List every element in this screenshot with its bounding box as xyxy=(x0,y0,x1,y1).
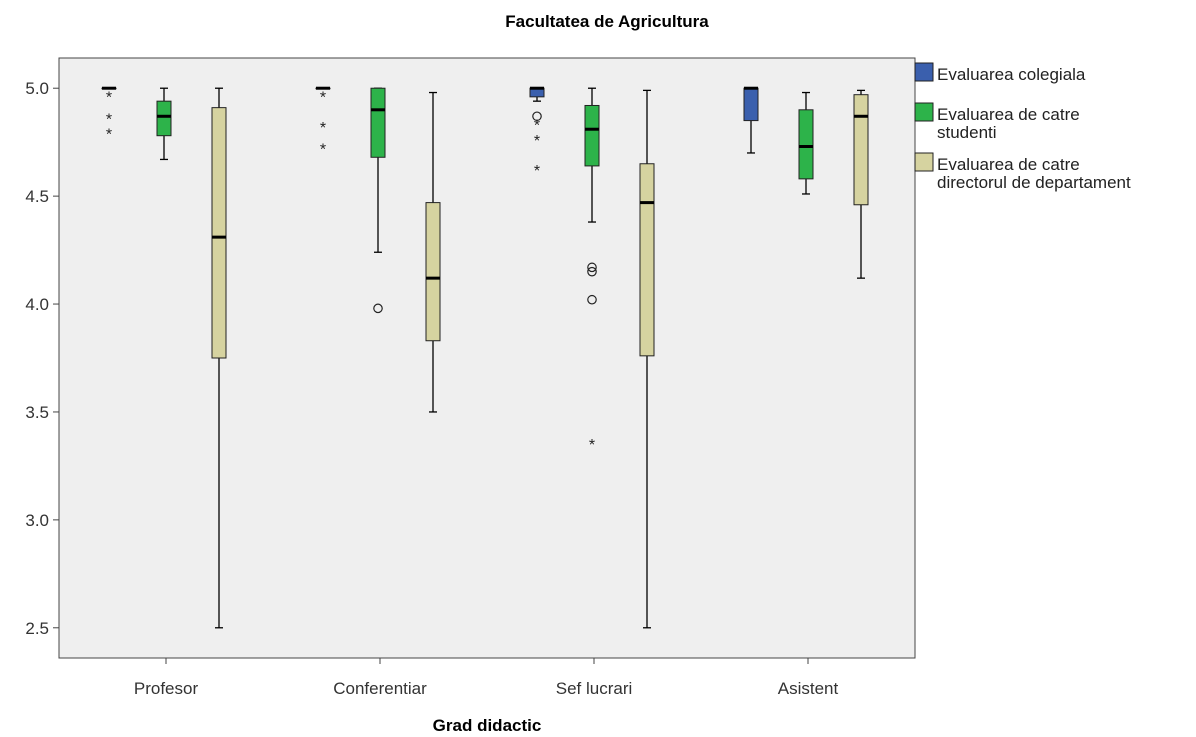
plot-background xyxy=(58,57,916,659)
box-iqr xyxy=(156,100,172,137)
legend-label: Evaluarea de catre xyxy=(937,105,1080,124)
box-0-3 xyxy=(743,86,759,154)
box-iqr xyxy=(370,87,386,158)
outlier-point xyxy=(587,294,597,305)
extreme-point: * xyxy=(320,120,326,137)
box-iqr xyxy=(584,104,600,167)
box-1-0 xyxy=(156,87,172,161)
box-iqr xyxy=(425,202,441,342)
outlier-point xyxy=(532,111,542,122)
legend-label: Evaluarea de catre xyxy=(937,155,1080,174)
extreme-point: * xyxy=(320,141,326,158)
y-axis: 2.5 3.0 3.5 4.0 4.5 5.0 xyxy=(25,79,59,638)
box-1-2: * xyxy=(584,87,600,454)
outlier-point xyxy=(587,262,597,273)
x-tick-label: Asistent xyxy=(778,679,839,698)
extreme-point: * xyxy=(534,133,540,150)
outlier-point xyxy=(373,303,383,314)
extreme-point: * xyxy=(589,437,595,454)
box-iqr xyxy=(211,107,227,359)
box-0-2: *** xyxy=(529,86,545,180)
y-tick-label: 5.0 xyxy=(25,79,49,98)
extreme-point: * xyxy=(320,90,326,107)
y-tick-label: 4.5 xyxy=(25,187,49,206)
extreme-point: * xyxy=(534,118,540,135)
box-iqr xyxy=(853,94,869,206)
legend-swatch xyxy=(914,62,934,82)
legend-label: studenti xyxy=(937,123,997,142)
box-1-3 xyxy=(798,91,814,195)
box-iqr xyxy=(798,109,814,180)
box-0-1: * * * xyxy=(315,86,331,158)
box-iqr xyxy=(639,163,655,357)
box-2-3 xyxy=(853,89,869,279)
chart-title: Facultatea de Agricultura xyxy=(505,12,709,31)
y-tick-label: 3.0 xyxy=(25,511,49,530)
x-tick-label: Conferentiar xyxy=(333,679,427,698)
extreme-point: * xyxy=(106,111,112,128)
box-2-2 xyxy=(639,89,655,629)
x-axis: Profesor Conferentiar Sef lucrari Asistent xyxy=(134,658,839,698)
extreme-point: * xyxy=(534,163,540,180)
extreme-point: * xyxy=(106,90,112,107)
extreme-point: * xyxy=(106,126,112,143)
outlier-point xyxy=(587,266,597,277)
box-1-1 xyxy=(370,87,386,314)
x-tick-label: Sef lucrari xyxy=(556,679,633,698)
x-axis-title: Grad didactic xyxy=(433,716,542,735)
box-2-0 xyxy=(211,87,227,629)
y-tick-label: 3.5 xyxy=(25,403,49,422)
legend-swatch xyxy=(914,102,934,122)
legend-swatch xyxy=(914,152,934,172)
box-series: ********** xyxy=(101,86,869,629)
box-iqr xyxy=(743,87,759,122)
box-0-0: *** xyxy=(101,86,117,143)
legend-label: directorul de departament xyxy=(937,173,1131,192)
x-tick-label: Profesor xyxy=(134,679,199,698)
y-tick-label: 2.5 xyxy=(25,619,49,638)
legend-label: Evaluarea colegiala xyxy=(937,65,1086,84)
box-2-1 xyxy=(425,91,441,413)
y-tick-label: 4.0 xyxy=(25,295,49,314)
